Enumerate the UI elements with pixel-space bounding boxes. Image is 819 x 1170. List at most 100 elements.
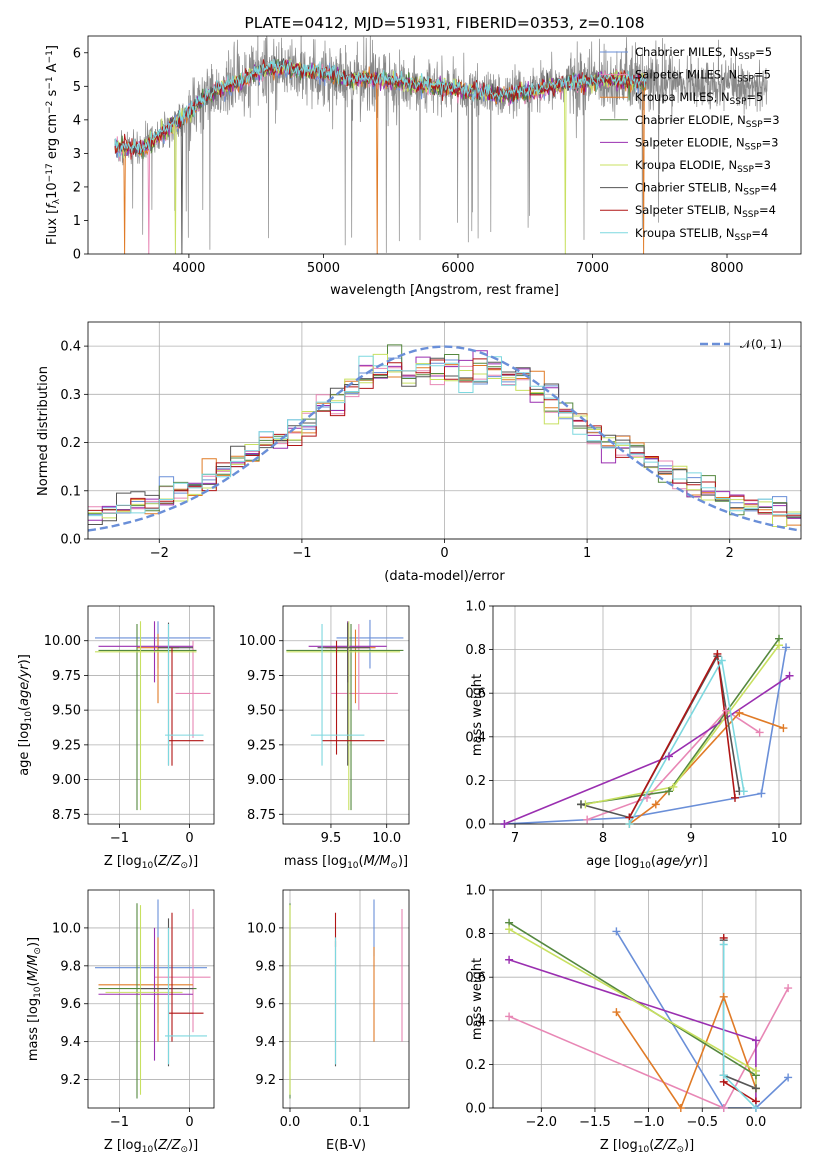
marker-salpeter-miles — [719, 1104, 728, 1112]
y-axis-label: age [log10(age/yr)] — [17, 654, 34, 776]
y-tick-label: 8.75 — [247, 808, 276, 823]
text-part: SSP — [738, 52, 755, 62]
x-tick-label: 0.1 — [350, 1115, 371, 1130]
text-part: =3 — [762, 135, 779, 149]
x-tick-label: 0.0 — [746, 1115, 767, 1130]
legend-label-chabrier-miles: Chabrier MILES, NSSP=5 — [635, 45, 772, 62]
text-part: λ — [52, 198, 62, 204]
x-tick-label: 4000 — [172, 261, 205, 276]
marker-chabrier-miles — [757, 789, 766, 798]
x-tick-label: 0.0 — [280, 1115, 301, 1130]
text-part: ] — [45, 45, 60, 50]
x-tick-label: −1 — [110, 831, 129, 846]
x-tick-label: −2.0 — [526, 1115, 558, 1130]
marker-salpeter-elodie — [785, 671, 794, 680]
text-part: Salpeter STELIB, N — [635, 203, 742, 217]
y-tick-label: 0.0 — [60, 533, 81, 548]
text-part: Z [log — [600, 1138, 638, 1153]
x-tick-label: 9.5 — [321, 831, 342, 846]
y-tick-label: 9.75 — [247, 669, 276, 684]
text-part: 10 — [45, 182, 60, 199]
text-part: Z/Z — [157, 1138, 181, 1153]
text-part: SSP — [742, 210, 759, 220]
y-tick-label: 0.2 — [465, 1058, 486, 1073]
text-part: =4 — [751, 226, 768, 240]
y-tick-label: 4 — [73, 113, 81, 128]
text-part: ( — [26, 981, 41, 986]
text-part: SSP — [746, 119, 763, 129]
x-tick-label: 7 — [511, 831, 519, 846]
x-tick-label: 7000 — [576, 261, 609, 276]
marker-kroupa-miles — [651, 800, 660, 809]
x-axis-label: age [log10(age/yr)] — [586, 854, 708, 871]
text-part: =5 — [755, 45, 772, 59]
y-tick-label: 9.8 — [255, 959, 276, 974]
y-tick-label: 0.2 — [465, 774, 486, 789]
text-part: =3 — [754, 158, 771, 172]
marker-kroupa-stelib — [625, 820, 634, 828]
y-tick-label: 9.8 — [60, 959, 81, 974]
y-axis-label: mass weight — [470, 958, 485, 1040]
marker-kroupa-miles — [735, 708, 744, 717]
marker-salpeter-miles — [643, 793, 651, 802]
text-part: )] — [17, 654, 32, 664]
text-part: 10 — [638, 1145, 650, 1155]
marker-salpeter-elodie — [500, 820, 509, 828]
y-tick-label: 0.6 — [465, 971, 486, 986]
y-tick-label: 10.00 — [44, 634, 81, 649]
x-tick-label: −1.5 — [579, 1115, 611, 1130]
text-part: Kroupa ELODIE, N — [635, 158, 737, 172]
text-part: )] — [26, 937, 41, 947]
text-part: SSP — [730, 97, 747, 107]
legend-label-kroupa-stelib: Kroupa STELIB, NSSP=4 — [635, 226, 768, 243]
y-tick-label: 0.8 — [465, 643, 486, 658]
y-tick-label: 9.75 — [52, 669, 81, 684]
text-part: ( — [17, 706, 32, 711]
y-tick-label: 9.6 — [255, 997, 276, 1012]
y-tick-label: 9.25 — [247, 738, 276, 753]
y-tick-label: 5 — [73, 80, 81, 95]
text-part: ⊙ — [33, 947, 43, 955]
line-salpeter-miles — [586, 709, 761, 821]
text-part: 10 — [142, 861, 154, 871]
line-salpeter-miles — [508, 987, 789, 1108]
legend-label-kroupa-miles: Kroupa MILES, NSSP=5 — [635, 90, 763, 107]
marker-kroupa-elodie — [669, 782, 678, 791]
plot-area — [289, 899, 403, 1099]
marker-kroupa-miles — [719, 992, 728, 1001]
plot-area — [88, 344, 801, 532]
axes-weight-vs-age: 7 8 9 10 0.0 0.2 0.4 0.6 0.8 1.0 mass weight age [l… — [465, 600, 802, 871]
text-part: )] — [684, 1138, 694, 1153]
x-tick-label: 9 — [687, 831, 695, 846]
marker-kroupa-miles — [779, 724, 788, 733]
y-tick-label: 10.00 — [239, 634, 276, 649]
text-part: =5 — [746, 90, 763, 104]
y-tick-label: 8.75 — [52, 808, 81, 823]
y-tick-label: 1.0 — [465, 600, 486, 615]
y-tick-label: 0.4 — [465, 1014, 486, 1029]
y-axis-label: Flux [fλ10−17 erg cm−2 s−1 A−1] — [45, 45, 62, 245]
marker-chabrier-miles — [784, 1073, 793, 1082]
x-tick-label: 8 — [599, 831, 607, 846]
axes-frame — [492, 889, 802, 1109]
plot-area — [114, 36, 768, 254]
text-part: Z/Z — [157, 854, 181, 869]
plot-area — [95, 621, 211, 811]
text-part: SSP — [737, 74, 754, 84]
chart-title: PLATE=0412, MJD=51931, FIBERID=0353, z=0… — [244, 14, 644, 32]
y-tick-label: 0.4 — [60, 340, 81, 355]
text-part: 10 — [24, 711, 34, 723]
marker-salpeter-elodie — [751, 1036, 760, 1045]
y-tick-label: 9.00 — [247, 773, 276, 788]
x-axis-label: (data-model)/error — [384, 569, 505, 584]
text-part: A — [45, 63, 60, 76]
y-tick-label: 3 — [73, 147, 81, 162]
marker-kroupa-stelib — [751, 1104, 760, 1112]
axes-spectrum: 4000 5000 6000 7000 8000 0 1 2 3 4 5 6 PLATE=0412, M… — [45, 14, 802, 298]
text-part: ⊙ — [180, 861, 188, 871]
x-axis-label: Z [log10(Z/Z⊙)] — [104, 854, 198, 871]
marker-kroupa-stelib — [719, 940, 728, 949]
x-tick-label: −2 — [150, 546, 169, 561]
